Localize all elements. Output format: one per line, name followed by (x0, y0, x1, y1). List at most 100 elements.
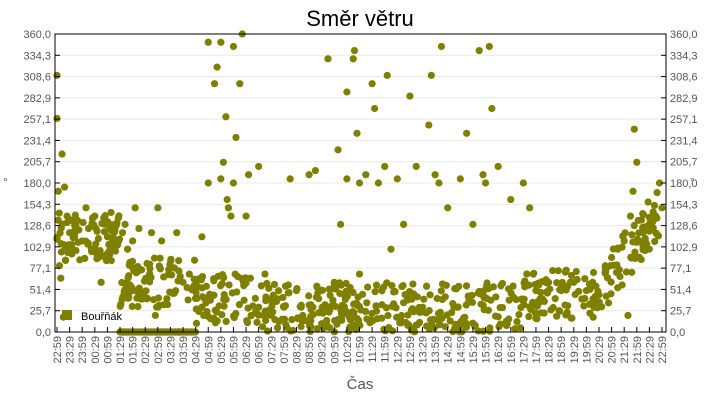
y-tick-label: 154,3 (23, 199, 51, 211)
data-point (557, 287, 565, 295)
data-point (381, 162, 389, 171)
x-tick-label: 07:59 (279, 336, 291, 364)
y-tick-label: 102,9 (23, 242, 51, 254)
data-point (343, 175, 351, 183)
x-tick-label: 05:29 (216, 336, 228, 364)
data-point (63, 212, 71, 220)
x-tick-label: 10:29 (342, 336, 354, 364)
y-tick-label: 25,7 (30, 306, 51, 318)
data-point (570, 278, 578, 286)
x-tick-label: 22:59 (52, 336, 64, 364)
data-point (425, 121, 433, 129)
y-axis-left: 0,0 25,7 51,4 77,1 102,9 128,6 154,3 180,0 205,7… (23, 29, 60, 339)
y-tick-label: 128,6 (23, 221, 51, 233)
data-point (139, 295, 147, 303)
y-tick-label: 180,0 (670, 178, 698, 190)
x-tick-label: 01:59 (128, 336, 140, 364)
data-point (485, 42, 493, 51)
x-axis: 22:59 23:29 23:59 00:29 00:59 01:29 01:59 02:29… (52, 327, 669, 364)
data-point (601, 262, 609, 270)
data-point (273, 295, 282, 303)
data-point (232, 133, 240, 142)
data-point (242, 212, 250, 220)
y-tick-label: 257,1 (670, 114, 698, 126)
x-tick-label: 09:29 (317, 336, 329, 364)
data-point (406, 92, 414, 100)
x-tick-label: 00:59 (102, 336, 114, 364)
data-point (481, 179, 490, 187)
data-point (652, 212, 660, 220)
data-point (222, 113, 230, 121)
x-tick-label: 23:29 (65, 336, 77, 364)
x-tick-label: 09:59 (329, 336, 341, 364)
y-tick-label: 0,0 (670, 327, 685, 339)
data-point (91, 212, 99, 220)
data-point (437, 42, 446, 51)
y-tick-label: 334,3 (670, 50, 698, 62)
x-tick-label: 16:59 (506, 336, 518, 364)
data-point (655, 179, 664, 187)
y-tick-label: 308,6 (670, 72, 698, 84)
x-tick-label: 23:59 (77, 336, 89, 364)
data-point (387, 245, 395, 253)
data-point (217, 175, 225, 183)
x-tick-label: 14:29 (443, 336, 455, 364)
data-point (607, 253, 616, 262)
data-point (343, 88, 351, 96)
data-point (355, 270, 364, 278)
data-point (179, 278, 187, 286)
data-point (393, 175, 401, 183)
x-tick-label: 17:29 (518, 336, 530, 364)
data-point (78, 237, 86, 245)
x-tick-label: 22:59 (657, 336, 669, 364)
data-point (247, 311, 255, 320)
data-point (532, 287, 540, 295)
data-point (624, 311, 632, 320)
x-tick-label: 14:59 (455, 336, 467, 364)
y-tick-label: 0,0 (36, 327, 51, 339)
x-tick-label: 21:29 (619, 336, 631, 364)
data-point (350, 46, 359, 55)
x-tick-label: 12:29 (392, 336, 404, 364)
data-point (645, 220, 653, 228)
data-point (630, 125, 638, 133)
y-axis-label-left: ° (3, 175, 8, 189)
data-point (101, 220, 109, 228)
data-point (311, 166, 319, 175)
data-point (131, 204, 139, 212)
x-tick-label: 02:29 (140, 336, 152, 364)
x-tick-label: 13:29 (418, 336, 430, 364)
x-tick-label: 08:29 (291, 336, 303, 364)
data-point (368, 80, 376, 88)
y-tick-label: 205,7 (23, 157, 51, 169)
data-point (204, 179, 212, 187)
data-point (479, 171, 487, 179)
x-tick-label: 11:29 (367, 336, 379, 363)
y-axis-right: 0,0 25,7 51,4 77,1 102,9 128,6 154,3 180,0 205,7… (661, 29, 698, 339)
data-point (336, 220, 345, 228)
data-point (305, 171, 313, 179)
data-point (204, 38, 212, 46)
data-point (629, 187, 637, 195)
data-point (383, 71, 391, 79)
data-point (427, 71, 435, 79)
chart-title: Směr větru (306, 6, 414, 31)
data-point (418, 303, 427, 311)
data-point (626, 212, 635, 220)
x-tick-label: 16:29 (493, 336, 505, 364)
x-tick-label: 06:59 (254, 336, 266, 364)
data-point (66, 229, 74, 237)
y-tick-label: 205,7 (670, 157, 698, 169)
data-point (236, 80, 244, 88)
data-point (173, 229, 181, 237)
data-point (280, 303, 288, 311)
x-tick-label: 02:59 (153, 336, 165, 364)
y-tick-label: 308,6 (23, 72, 51, 84)
x-tick-label: 03:29 (165, 336, 177, 364)
data-point (57, 274, 65, 282)
data-point (198, 233, 206, 241)
x-tick-label: 03:59 (178, 336, 190, 364)
y-tick-label: 128,6 (670, 221, 698, 233)
data-point (154, 204, 162, 212)
